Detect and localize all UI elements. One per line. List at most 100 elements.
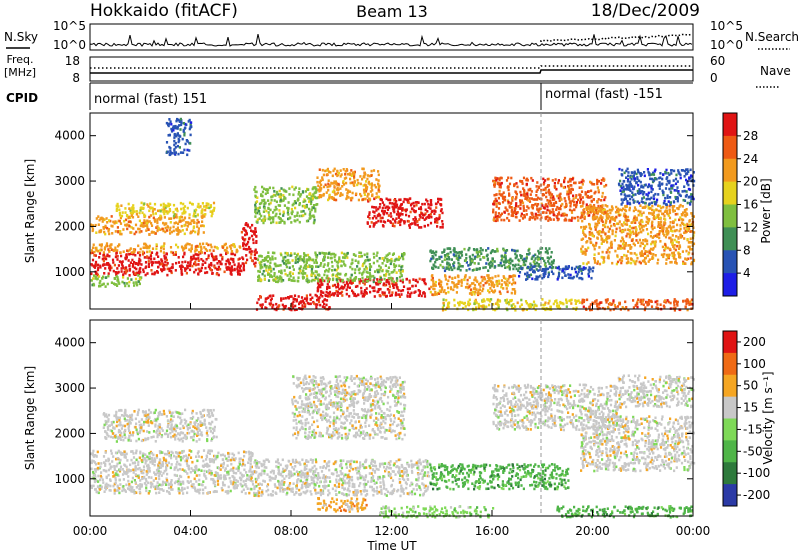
power-cell <box>430 203 433 207</box>
power-cell <box>311 278 314 282</box>
power-cell <box>487 298 490 301</box>
power-cell <box>292 300 295 303</box>
power-cell <box>380 278 383 281</box>
power-cell <box>123 267 126 271</box>
power-cell <box>341 294 344 297</box>
power-cell <box>368 271 371 275</box>
power-cell <box>135 210 138 213</box>
power-cell <box>435 219 438 223</box>
power-cell <box>408 279 411 283</box>
power-cell <box>568 197 571 201</box>
power-cell <box>114 246 117 250</box>
power-cell <box>557 274 560 278</box>
nsearch-trace <box>540 33 692 43</box>
power-cell <box>497 177 501 180</box>
power-cell <box>588 231 591 234</box>
power-cell <box>673 247 676 250</box>
power-cell <box>581 277 584 281</box>
power-cell <box>637 298 640 301</box>
power-cell <box>196 213 199 216</box>
power-cell <box>652 235 656 238</box>
power-cell <box>527 265 530 269</box>
power-cell <box>573 203 576 207</box>
power-cell <box>569 273 572 277</box>
power-cell <box>411 284 414 288</box>
power-cell <box>587 268 590 272</box>
power-cell <box>602 208 605 212</box>
power-cell <box>316 298 319 302</box>
power-cell <box>663 234 666 237</box>
power-cell <box>212 201 216 205</box>
power-cell <box>292 276 295 280</box>
power-cell <box>620 259 624 262</box>
power-region-7 <box>316 277 431 298</box>
power-cell <box>304 190 307 193</box>
power-cell <box>546 177 549 181</box>
power-cell <box>291 210 294 213</box>
power-cell <box>305 274 309 278</box>
power-region-14 <box>441 298 581 312</box>
power-cell <box>525 213 528 216</box>
power-cell <box>146 272 149 275</box>
power-cell <box>606 237 609 240</box>
power-cell <box>273 272 276 275</box>
power-cell <box>644 256 647 260</box>
power-cell <box>566 190 569 193</box>
power-cell <box>544 265 547 268</box>
power-cell <box>392 252 395 255</box>
power-cell <box>327 292 330 295</box>
power-cell <box>303 204 306 208</box>
power-cell <box>596 302 600 306</box>
power-cell <box>138 277 141 281</box>
power-cell <box>657 225 660 228</box>
power-cell <box>582 231 585 235</box>
power-cell <box>111 232 114 235</box>
power-cell <box>331 284 335 288</box>
power-cell <box>464 274 467 277</box>
power-cell <box>253 233 256 236</box>
power-cell <box>678 245 682 249</box>
power-cell <box>584 233 587 237</box>
power-cell <box>400 203 403 206</box>
power-cell <box>362 262 365 266</box>
power-cell <box>225 266 228 269</box>
power-cell <box>419 216 422 219</box>
power-cell <box>688 245 691 249</box>
power-cell <box>509 299 513 302</box>
power-cell <box>191 202 194 206</box>
power-cell <box>439 280 442 283</box>
power-cell <box>686 172 689 175</box>
power-cell <box>298 187 301 190</box>
power-cell <box>398 220 402 224</box>
power-cell <box>91 246 95 249</box>
power-cell <box>628 235 631 239</box>
power-cell <box>255 190 258 194</box>
power-cell <box>468 246 471 250</box>
power-cell <box>229 272 232 275</box>
power-cell <box>526 271 529 275</box>
power-cell <box>331 278 335 282</box>
power-cell <box>440 208 443 211</box>
power-cell <box>254 230 257 233</box>
power-cell <box>328 196 331 199</box>
power-cell <box>418 213 421 217</box>
power-cell <box>674 306 677 310</box>
power-cell <box>154 261 157 264</box>
power-cell <box>340 251 343 255</box>
power-cell <box>265 307 268 310</box>
power-cell <box>368 174 371 178</box>
power-cell <box>148 250 151 253</box>
power-cell <box>495 179 498 182</box>
power-cell <box>249 247 252 251</box>
power-cell <box>264 297 267 301</box>
power-cell <box>589 237 592 241</box>
power-cell <box>147 262 150 266</box>
power-cell <box>401 252 404 256</box>
power-cell <box>581 245 584 248</box>
power-cell <box>588 266 591 269</box>
power-cell <box>601 220 604 224</box>
power-cell <box>663 210 667 213</box>
power-cell <box>530 267 533 270</box>
power-cell <box>629 197 632 201</box>
power-cell <box>342 183 346 186</box>
